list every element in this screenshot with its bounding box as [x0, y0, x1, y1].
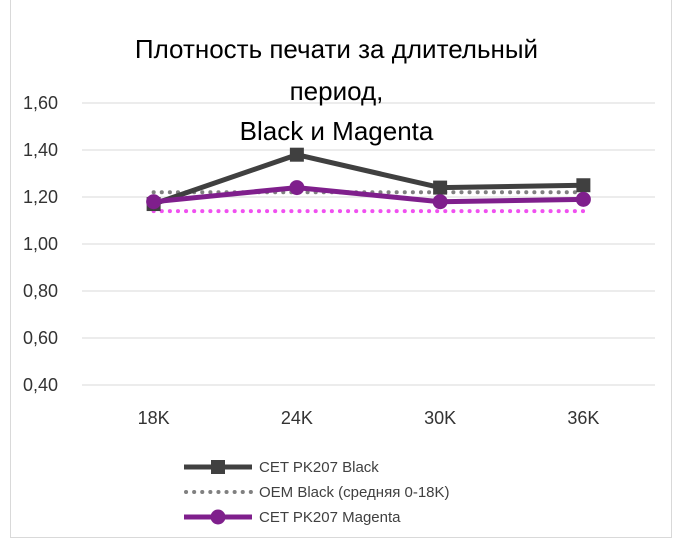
y-tick-label: 1,20	[23, 187, 58, 207]
legend-label: OEM Black (средняя 0-18K)	[259, 484, 450, 501]
x-tick-label: 30K	[424, 408, 456, 428]
y-tick-label: 0,40	[23, 375, 58, 395]
x-tick-label: 36K	[567, 408, 599, 428]
chart-title-line-2: период,	[289, 76, 384, 106]
series-layer	[146, 147, 591, 214]
series-line	[152, 152, 584, 207]
y-tick-label: 1,60	[23, 93, 58, 113]
series-line	[153, 185, 584, 205]
y-tick-label: 0,60	[23, 328, 58, 348]
data-point-square	[433, 180, 448, 195]
legend-label: CET PK207 Magenta	[259, 509, 401, 526]
x-axis-ticks: 18K 24K 30K 36K	[138, 408, 600, 428]
y-tick-label: 0,80	[23, 281, 58, 301]
legend-marker-square	[211, 460, 225, 474]
y-axis-ticks: 1,60 1,40 1,20 1,00 0,80 0,60 0,40	[23, 93, 58, 395]
chart-frame	[10, 0, 672, 538]
data-point-circle	[432, 194, 448, 210]
data-point-square	[576, 178, 591, 193]
chart-title-line-1: Плотность печати за длительный	[134, 34, 539, 64]
x-tick-label: 24K	[281, 408, 313, 428]
y-tick-label: 1,00	[23, 234, 58, 254]
x-tick-label: 18K	[138, 408, 170, 428]
y-tick-label: 1,40	[23, 140, 58, 160]
chart-title-line-3: Black и Magenta	[239, 116, 434, 146]
data-point-circle	[146, 194, 162, 210]
data-point-circle	[575, 191, 591, 207]
data-point-circle	[289, 180, 305, 196]
data-point-square	[289, 147, 304, 162]
legend-label: CET PK207 Black	[259, 459, 379, 476]
legend-marker-circle	[210, 509, 226, 525]
legend: CET PK207 Black OEM Black (средняя 0-18K)…	[184, 459, 450, 526]
